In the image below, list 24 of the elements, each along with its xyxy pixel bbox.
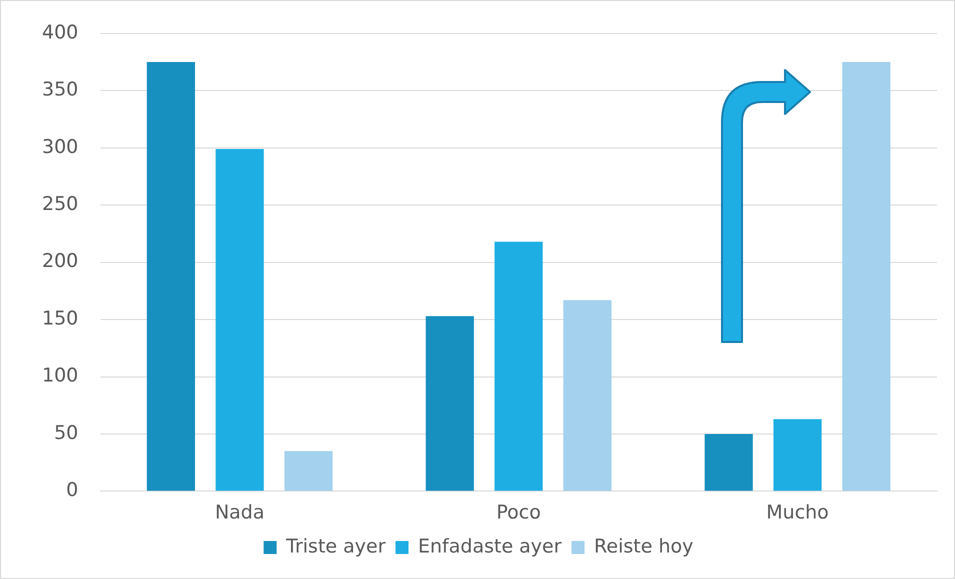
y-tick-label: 150	[42, 307, 78, 330]
bar	[704, 434, 753, 491]
y-tick-label: 100	[42, 364, 78, 387]
y-tick-label: 50	[54, 422, 78, 444]
legend-label: Reiste hoy	[594, 535, 694, 558]
bar	[563, 300, 612, 491]
bar	[773, 419, 822, 491]
bar	[426, 316, 474, 491]
bar	[216, 148, 264, 491]
y-tick-label: 300	[42, 136, 78, 158]
x-tick-label: Poco	[496, 502, 541, 524]
x-tick-label: Mucho	[766, 502, 829, 524]
bar	[842, 62, 890, 491]
bar	[146, 62, 195, 491]
y-tick-label: 200	[42, 250, 78, 272]
bar	[284, 451, 333, 491]
y-tick-label: 350	[42, 78, 78, 101]
legend-label: Enfadaste ayer	[418, 535, 562, 558]
y-tick-label: 250	[42, 193, 78, 216]
x-tick-label: Nada	[214, 502, 264, 524]
legend-label: Triste ayer	[285, 535, 386, 558]
y-tick-label: 400	[42, 21, 78, 44]
y-tick-label: 0	[66, 479, 78, 502]
bar	[494, 242, 543, 491]
